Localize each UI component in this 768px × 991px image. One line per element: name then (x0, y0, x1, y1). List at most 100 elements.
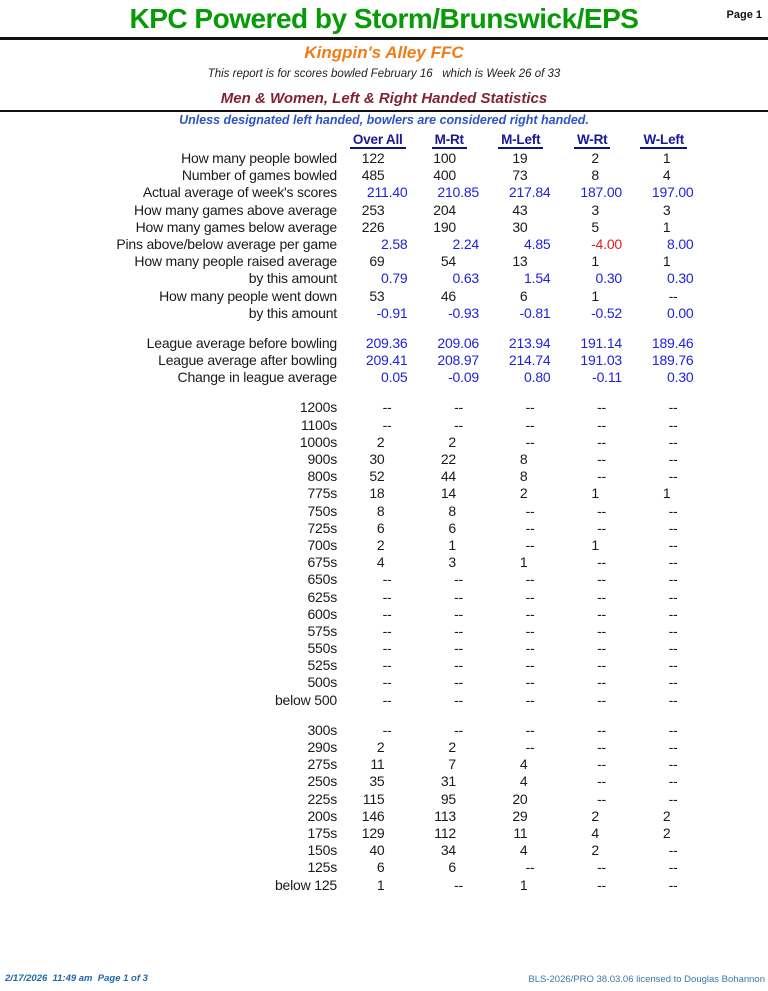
row-label: 275s (307, 756, 337, 773)
stat-value: -- (668, 756, 678, 773)
stat-value: -- (597, 502, 606, 519)
table-row: 525s -- -- -- -- -- (0, 657, 768, 674)
stat-value: -- (525, 399, 535, 416)
stat-value: 2.24 (452, 235, 480, 252)
stat-value: -- (597, 519, 606, 536)
stat-value: 73 (512, 167, 528, 184)
stat-value: 1 (376, 876, 385, 893)
stat-value: -0.09 (448, 369, 479, 386)
stat-value: 113 (434, 807, 456, 824)
stat-value: 34 (440, 842, 456, 859)
row-label: 675s (307, 554, 337, 571)
stat-value: 1 (591, 287, 599, 304)
table-row: League average before bowling 209.36 209.0… (0, 335, 768, 352)
stat-value: 1 (519, 554, 528, 571)
stat-value: -- (668, 842, 678, 859)
stat-value: -- (454, 691, 463, 708)
stat-value: -- (525, 536, 535, 553)
row-label: 600s (307, 605, 337, 622)
stat-value: -- (382, 721, 392, 738)
stat-value: -- (454, 721, 463, 738)
row-label: 650s (307, 571, 337, 588)
stat-value: 3 (448, 554, 456, 571)
table-row: 1200s -- -- -- -- -- (0, 399, 768, 416)
stat-value: -0.93 (448, 304, 479, 321)
row-label: 750s (307, 502, 337, 519)
stat-value: 2 (662, 807, 671, 824)
table-row: League average after bowling 209.41 208.97… (0, 352, 768, 369)
row-label: 725s (307, 519, 337, 536)
stat-value: -- (597, 640, 606, 657)
table-row: 800s 52 44 8 -- -- (0, 468, 768, 485)
stat-value: 0.30 (667, 270, 694, 287)
table-row: 575s -- -- -- -- -- (0, 623, 768, 640)
stat-value: 43 (512, 201, 528, 218)
stat-value: 190 (433, 218, 456, 235)
stat-value: 146 (361, 807, 385, 824)
stat-value: 2 (376, 433, 385, 450)
table-row: 625s -- -- -- -- -- (0, 589, 768, 606)
row-label: Number of games bowled (181, 167, 337, 184)
stat-value: 189.76 (651, 352, 694, 369)
stat-value: -- (454, 588, 463, 605)
table-row: 500s -- -- -- -- -- (0, 674, 768, 691)
row-label: 1200s (299, 399, 337, 416)
stat-value: -- (525, 519, 535, 536)
stat-value: 8 (519, 451, 528, 467)
stat-value: -- (668, 399, 678, 416)
table-row: by this amount -0.91 -0.93 -0.81 -0.52 0.00 (0, 305, 768, 322)
row-label: 900s (307, 451, 337, 467)
stat-value: 53 (369, 287, 385, 304)
table-row: Change in league average 0.05 -0.09 0.80 -0.… (0, 369, 768, 386)
stat-value: -- (597, 399, 606, 416)
table-row: by this amount 0.79 0.63 1.54 0.30 0.30 (0, 270, 768, 287)
stat-value: 8 (448, 502, 456, 519)
header-rule (0, 37, 768, 40)
stat-value: 253 (361, 201, 385, 218)
table-row: How many people raised average 69 54 13 1 1 (0, 253, 768, 270)
stat-value: -- (525, 859, 535, 876)
table-row: 150s 40 34 4 2 -- (0, 842, 768, 859)
stat-value: 11 (513, 824, 528, 841)
stat-value: 11 (370, 756, 385, 773)
stat-value: 1.54 (524, 270, 551, 287)
row-label: 200s (307, 807, 337, 824)
statistics-table: Over All M-Rt M-Left W-Rt W-Left How many pe… (0, 131, 768, 894)
stat-value: 6 (376, 859, 385, 876)
stat-value: -- (382, 416, 392, 433)
table-row: 675s 4 3 1 -- -- (0, 554, 768, 571)
stat-value: 208.97 (437, 352, 479, 369)
stat-value: -- (668, 605, 678, 622)
stat-value: 6 (448, 859, 456, 876)
stat-value: -- (525, 640, 535, 657)
row-label: 775s (307, 485, 337, 502)
stat-value: 35 (369, 773, 385, 790)
table-row: 275s 11 7 4 -- -- (0, 756, 768, 773)
row-label: How many people raised average (134, 253, 337, 270)
stat-value: 204 (433, 201, 456, 218)
stat-value: -- (668, 554, 678, 571)
stat-value: -- (668, 721, 678, 738)
stat-value: 29 (512, 807, 528, 824)
stat-value: -- (668, 416, 678, 433)
stat-value: -- (668, 519, 678, 536)
stat-value: -- (597, 468, 606, 485)
row-label: How many people bowled (181, 150, 337, 166)
stat-value: 112 (434, 824, 456, 841)
row-label: 1100s (300, 416, 337, 433)
row-label: 290s (307, 739, 337, 755)
section-series-distribution: 1200s -- -- -- -- -- 1100s -- -- -- -- -- 1000s 2 2 -- -… (0, 399, 768, 708)
stat-value: 197.00 (651, 184, 694, 201)
stat-value: 5 (591, 218, 599, 235)
row-label: 700s (307, 536, 337, 553)
stat-value: 2 (591, 807, 599, 824)
stat-value: -- (668, 657, 678, 674)
page-number-label: Page 1 (726, 9, 762, 21)
stat-value: 2 (662, 824, 671, 841)
stat-value: -- (597, 622, 606, 639)
stat-value: -- (597, 756, 606, 773)
stat-value: 8 (519, 468, 528, 485)
stat-value: 13 (512, 253, 528, 270)
row-label: 150s (307, 842, 337, 859)
stat-value: 14 (440, 485, 456, 502)
